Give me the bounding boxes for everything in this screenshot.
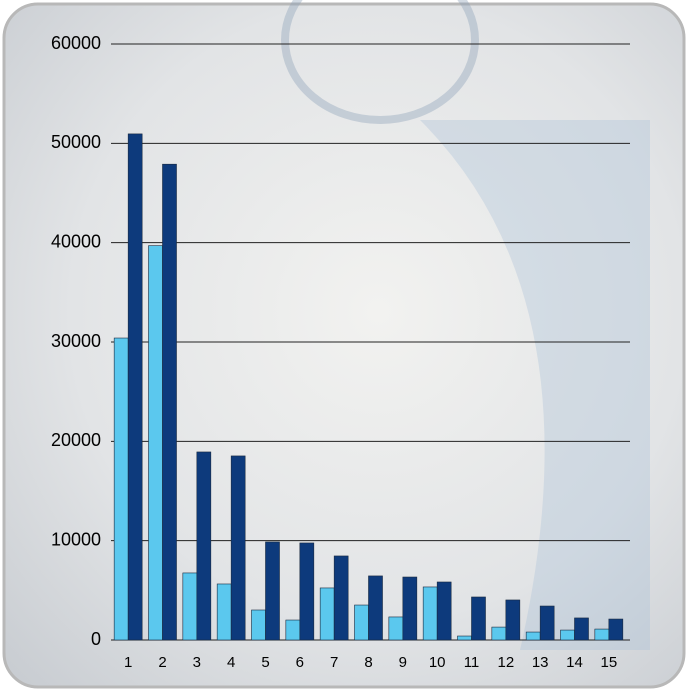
bar	[196, 451, 212, 641]
bar	[299, 542, 315, 641]
bar	[525, 631, 541, 641]
bar	[148, 245, 163, 641]
bar	[388, 616, 404, 641]
bar	[436, 581, 452, 641]
bar	[402, 576, 418, 641]
y-tick-label: 10000	[51, 529, 101, 549]
bar	[594, 628, 610, 641]
background-decor	[281, 0, 479, 124]
x-tick-label: 4	[227, 654, 235, 671]
bar	[230, 455, 246, 641]
x-tick-label: 2	[158, 654, 166, 671]
bar	[182, 572, 198, 641]
bar	[368, 575, 383, 641]
x-tick-label: 15	[600, 654, 617, 671]
x-tick-label: 13	[532, 654, 549, 671]
y-tick-label: 20000	[51, 430, 101, 450]
y-tick-label: 40000	[51, 231, 101, 251]
bar	[505, 599, 521, 641]
background-decor	[420, 120, 650, 650]
bar	[216, 583, 232, 641]
bar	[574, 617, 589, 641]
bar	[265, 541, 280, 641]
bar	[539, 605, 555, 641]
bar	[251, 609, 266, 641]
bar	[127, 133, 143, 641]
bar	[491, 626, 507, 641]
x-tick-label: 11	[464, 654, 480, 671]
x-tick-label: 8	[364, 654, 372, 671]
bar	[162, 163, 177, 641]
bar	[285, 619, 301, 641]
x-tick-label: 10	[429, 654, 446, 671]
bar	[422, 586, 438, 641]
y-tick-label: 0	[91, 629, 101, 649]
x-tick-label: 5	[261, 654, 269, 671]
bar	[113, 337, 129, 641]
y-tick-label: 30000	[51, 331, 101, 351]
x-tick-label: 3	[193, 654, 201, 671]
x-tick-label: 7	[330, 654, 338, 671]
bar	[608, 618, 624, 641]
x-tick-label: 6	[296, 654, 304, 671]
x-tick-label: 14	[566, 654, 583, 671]
x-tick-label: 1	[124, 654, 132, 671]
x-tick-label: 9	[399, 654, 407, 671]
y-tick-label: 60000	[51, 33, 101, 53]
bar	[471, 596, 486, 641]
x-tick-label: 12	[497, 654, 514, 671]
bar	[354, 604, 369, 641]
bar	[457, 635, 472, 641]
bar	[319, 587, 335, 641]
bar	[560, 629, 575, 641]
bar	[333, 555, 349, 641]
y-tick-label: 50000	[51, 132, 101, 152]
